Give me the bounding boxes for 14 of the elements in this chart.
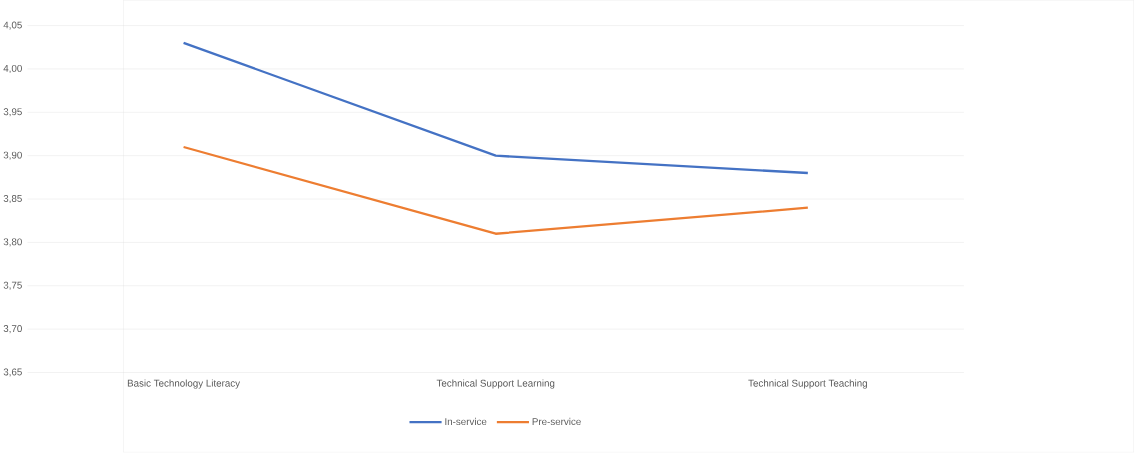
y-tick-label: 3,95 bbox=[3, 108, 22, 117]
x-tick-label: Basic Technology Literacy bbox=[127, 379, 241, 389]
x-tick-label: Technical Support Teaching bbox=[748, 379, 867, 389]
x-tick-label: Technical Support Learning bbox=[436, 379, 555, 389]
y-tick-label: 3,85 bbox=[3, 195, 22, 204]
y-tick-label: 3,65 bbox=[3, 368, 22, 377]
y-tick-label: 4,05 bbox=[3, 21, 22, 30]
y-tick-label: 3,80 bbox=[3, 238, 22, 247]
y-tick-label: 3,70 bbox=[3, 325, 22, 334]
legend-label: In-service bbox=[445, 418, 487, 426]
y-tick-label: 3,90 bbox=[3, 151, 22, 160]
y-tick-label: 3,75 bbox=[3, 282, 22, 291]
legend-label: Pre-service bbox=[532, 418, 581, 426]
y-tick-label: 4,00 bbox=[3, 65, 22, 74]
